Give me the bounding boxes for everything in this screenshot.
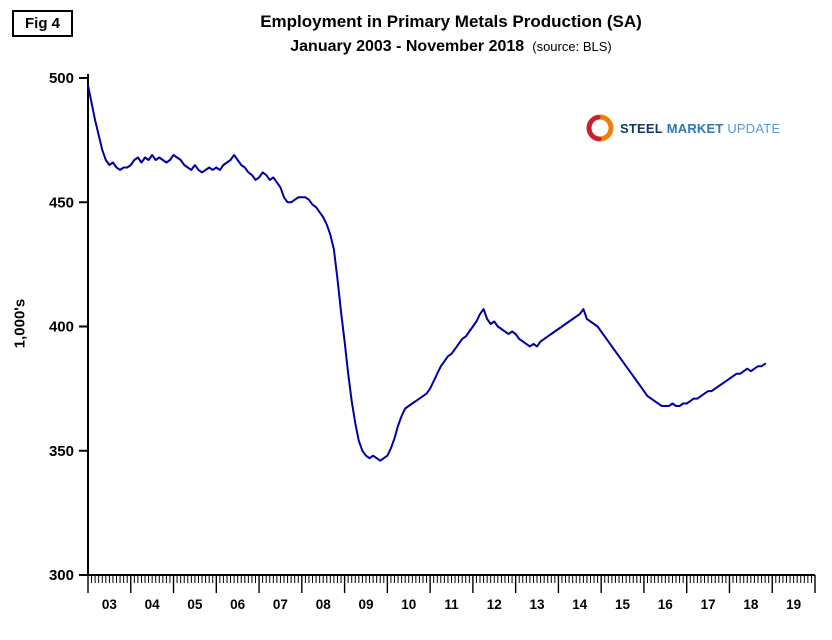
- chart-title: Employment in Primary Metals Production …: [260, 12, 642, 31]
- employment-series-line: [87, 84, 767, 462]
- x-axis-tick-label: 05: [187, 597, 203, 612]
- x-axis-tick-label: 18: [743, 597, 759, 612]
- figure-label: Fig 4: [12, 10, 74, 37]
- x-axis-tick-label: 07: [273, 597, 288, 612]
- subtitle-dates: January 2003 - November 2018: [290, 38, 525, 55]
- x-axis-tick-label: 17: [701, 597, 716, 612]
- x-axis-tick-label: 12: [487, 597, 502, 612]
- x-axis-tick-label: 10: [401, 597, 416, 612]
- x-axis-tick-label: 09: [358, 597, 373, 612]
- x-axis-tick-label: 19: [786, 597, 801, 612]
- source-note: (source: BLS): [532, 39, 612, 54]
- y-axis-tick-label: 400: [49, 319, 74, 336]
- x-axis-tick-label: 11: [444, 597, 459, 612]
- x-axis-tick-label: 14: [572, 597, 588, 612]
- logo-word-market: MARKET: [666, 120, 724, 136]
- x-axis-tick-label: 06: [230, 597, 246, 612]
- x-axis-tick-label: 15: [615, 597, 631, 612]
- y-axis-tick-label: 500: [49, 70, 74, 87]
- x-axis-tick-label: 13: [530, 597, 546, 612]
- y-axis-tick-label: 300: [49, 567, 74, 584]
- logo-swoosh-icon: [586, 114, 614, 142]
- x-axis-tick-label: 08: [316, 597, 332, 612]
- logo-word-steel: STEEL: [620, 120, 663, 136]
- chart-header: Employment in Primary Metals Production …: [70, 12, 832, 56]
- steel-market-update-logo: STEEL MARKET UPDATE: [586, 114, 780, 142]
- y-axis-tick-label: 450: [49, 194, 74, 211]
- logo-text: STEEL MARKET UPDATE: [620, 121, 780, 136]
- x-axis-tick-label: 03: [102, 597, 118, 612]
- x-axis-tick-label: 04: [145, 597, 161, 612]
- x-axis-tick-label: 16: [658, 597, 674, 612]
- y-axis-tick-label: 350: [49, 443, 74, 460]
- logo-word-update: UPDATE: [727, 120, 781, 136]
- chart-subtitle: January 2003 - November 2018 (source: BL…: [70, 38, 832, 56]
